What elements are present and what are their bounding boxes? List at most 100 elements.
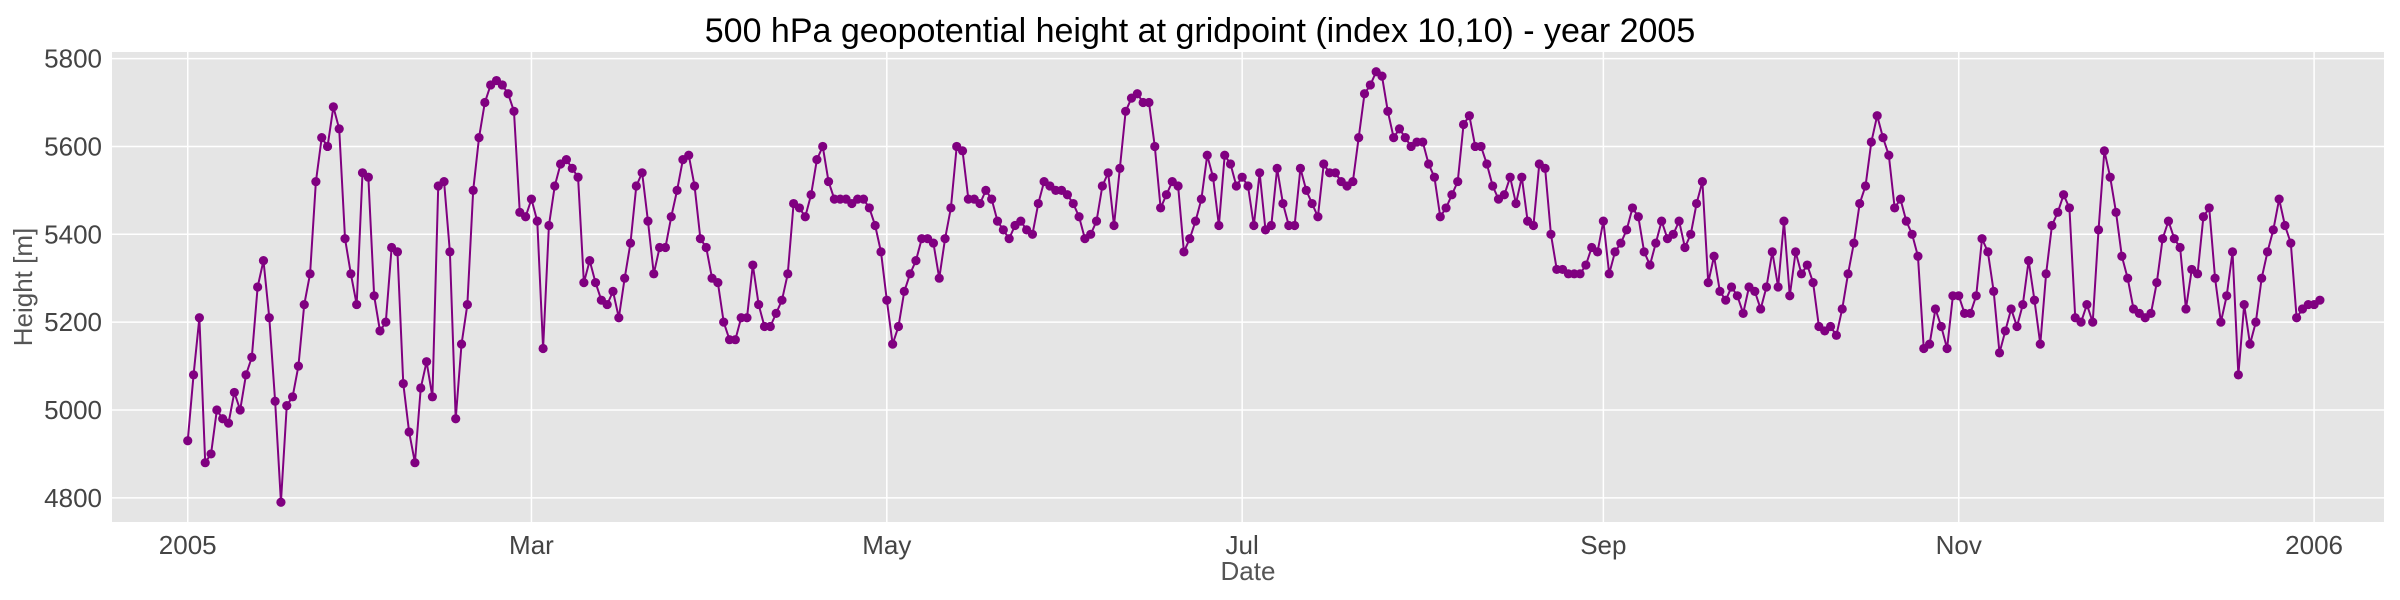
data-point	[2257, 273, 2267, 283]
data-point	[1290, 220, 1300, 231]
plot-area	[112, 52, 2384, 522]
data-point	[1202, 150, 1212, 160]
data-point	[876, 247, 886, 257]
data-point	[573, 172, 583, 182]
data-point	[200, 458, 210, 468]
data-point	[2024, 256, 2034, 266]
data-point	[1086, 229, 1096, 239]
data-point	[1488, 181, 1498, 191]
data-point	[1756, 304, 1766, 314]
data-point	[888, 339, 898, 349]
data-point	[882, 295, 892, 305]
data-point	[1616, 238, 1626, 248]
data-point	[2274, 194, 2284, 204]
data-point	[1190, 216, 1201, 226]
data-point	[1721, 295, 1731, 305]
data-point	[905, 269, 915, 279]
data-point	[2082, 299, 2092, 310]
data-point	[1761, 282, 1772, 292]
chart-title: 500 hPa geopotential height at gridpoint…	[705, 12, 1695, 50]
data-point	[526, 194, 537, 204]
data-point	[1750, 286, 1760, 296]
data-point	[1027, 229, 1038, 239]
data-point	[404, 427, 414, 437]
x-tick-label: Nov	[1936, 530, 1982, 560]
data-point	[1738, 308, 1748, 318]
data-point	[468, 185, 478, 195]
data-point	[2262, 247, 2273, 257]
data-point	[1319, 159, 1329, 169]
data-point	[1825, 321, 1836, 332]
data-point	[1330, 168, 1340, 178]
data-point	[625, 238, 636, 248]
gridlines	[112, 52, 2384, 522]
data-point	[1196, 194, 1206, 204]
data-point	[509, 106, 519, 116]
data-point	[1068, 198, 1078, 209]
data-point	[864, 203, 874, 213]
data-point	[2053, 207, 2063, 217]
data-point	[1004, 234, 1014, 244]
data-point	[1499, 190, 1509, 200]
data-point	[806, 190, 816, 200]
y-tick-label: 5200	[44, 307, 102, 337]
data-point	[579, 278, 589, 288]
data-point	[1680, 242, 1690, 253]
data-point	[1633, 212, 1643, 222]
data-point	[1732, 291, 1742, 301]
data-point	[2216, 317, 2226, 327]
data-point	[1878, 133, 1888, 143]
data-point	[2099, 146, 2109, 156]
data-point	[2088, 317, 2098, 327]
data-point	[2105, 172, 2115, 182]
data-point	[445, 247, 455, 257]
data-point	[1913, 251, 1923, 261]
data-point	[421, 357, 432, 367]
data-point	[282, 401, 292, 411]
data-point	[229, 387, 239, 398]
data-point	[183, 436, 193, 446]
data-point	[1546, 229, 1556, 239]
data-point	[590, 278, 601, 288]
data-point	[940, 234, 950, 244]
data-point	[1423, 159, 1434, 169]
x-tick-label: 2006	[2285, 530, 2343, 560]
y-tick-label: 5000	[44, 395, 102, 425]
data-point	[334, 124, 344, 134]
data-point	[1103, 168, 1113, 178]
x-tick-label: Mar	[509, 530, 554, 560]
data-point	[992, 216, 1003, 226]
y-axis-ticks: 4800 5000 5200 5400 5600 5800	[44, 44, 102, 513]
y-tick-label: 4800	[44, 483, 102, 513]
data-point	[352, 299, 362, 310]
data-point	[480, 97, 490, 108]
data-point	[637, 168, 647, 178]
data-point	[247, 352, 257, 362]
data-point	[1464, 111, 1474, 121]
data-point	[818, 141, 828, 152]
data-point	[1033, 198, 1043, 209]
data-point	[1062, 190, 1073, 200]
data-point	[2239, 299, 2249, 310]
data-point	[532, 216, 542, 226]
data-point	[1901, 216, 1911, 226]
data-point	[1686, 229, 1696, 239]
data-point	[689, 181, 700, 191]
data-point	[666, 212, 676, 222]
data-point	[2012, 321, 2022, 332]
data-point	[1517, 172, 1527, 182]
data-point	[858, 194, 869, 204]
data-point	[1715, 286, 1725, 296]
data-point	[1843, 269, 1853, 279]
data-point	[585, 256, 595, 266]
data-point	[1400, 133, 1410, 143]
data-point	[521, 212, 531, 222]
data-point	[293, 361, 304, 371]
data-point	[2006, 304, 2016, 314]
data-point	[812, 155, 822, 165]
data-point	[1447, 190, 1457, 200]
data-point	[369, 291, 379, 301]
y-axis-label: Height [m]	[8, 228, 38, 347]
data-point	[375, 326, 385, 336]
data-point	[188, 370, 199, 380]
